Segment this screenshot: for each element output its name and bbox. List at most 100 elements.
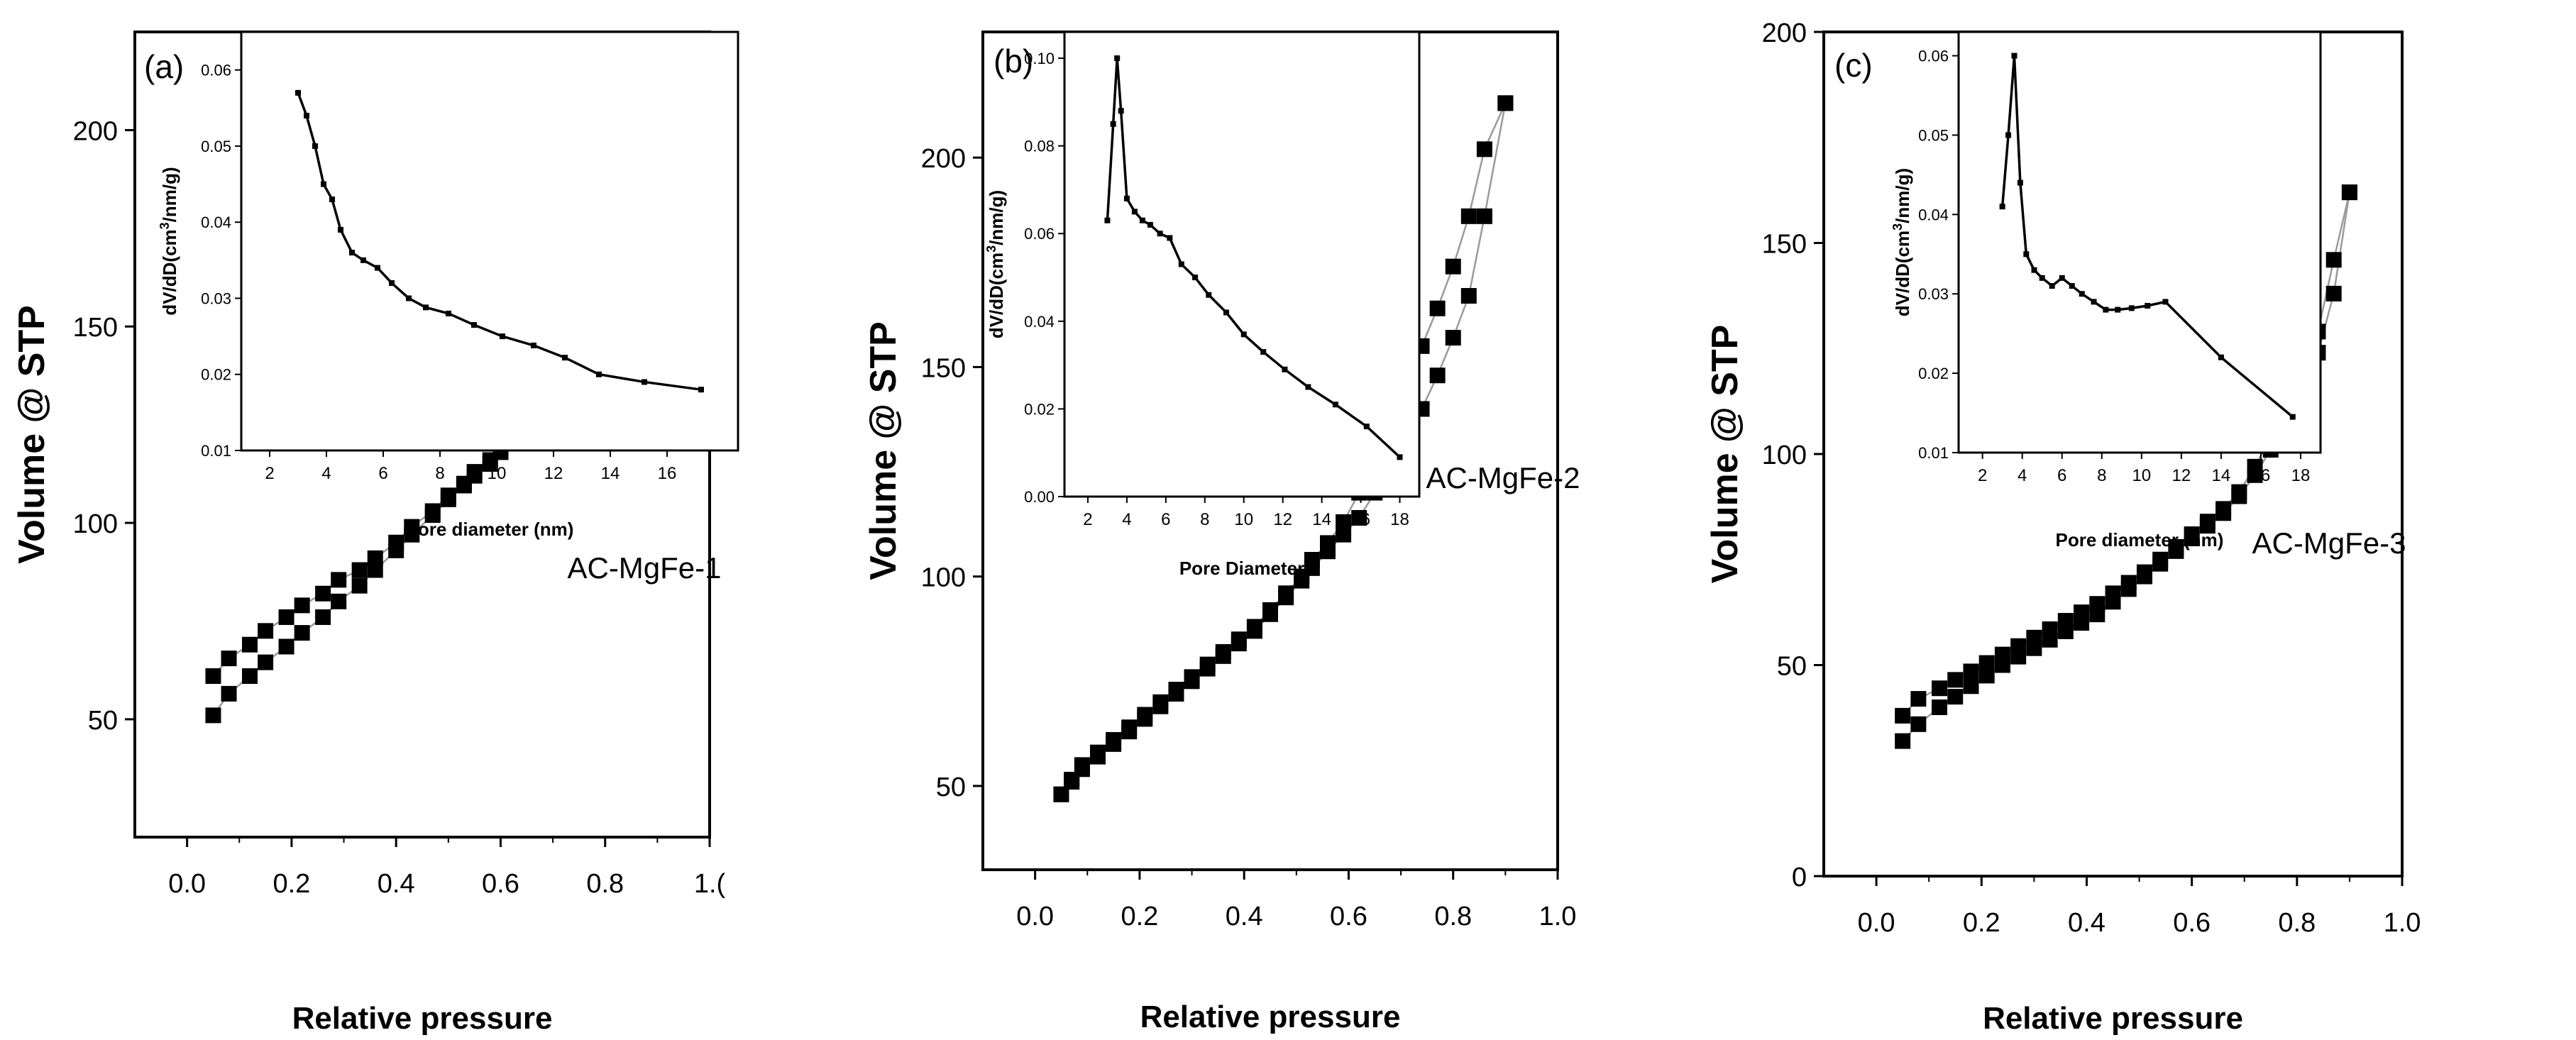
inset-plot: 2 4 6 8 10 12 14 16 0.01 0.02 0.03 0.04 0.05 0.06 Pore… xyxy=(158,31,739,540)
inset-point xyxy=(2005,132,2012,138)
desorption-point xyxy=(2199,514,2216,530)
inset-point xyxy=(2145,303,2151,309)
inset-x-tick-label: 6 xyxy=(378,464,387,483)
y-tick-label: 200 xyxy=(1762,18,1807,48)
desorption-point xyxy=(2216,501,2232,517)
desorption-point xyxy=(1246,619,1262,635)
inset-x-tick-label: 6 xyxy=(1161,510,1170,529)
adsorption-point xyxy=(1910,716,1927,732)
inset-y-tick-label: 0.02 xyxy=(201,366,231,384)
inset-x-axis-label: Pore diameter (nm) xyxy=(2056,529,2224,551)
desorption-point xyxy=(2136,564,2152,580)
inset-point xyxy=(2011,52,2018,59)
adsorption-point xyxy=(367,562,383,578)
desorption-point xyxy=(482,452,498,468)
x-tick-label: 0.2 xyxy=(1963,908,2000,938)
adsorption-point xyxy=(1445,330,1461,346)
inset-x-tick-label: 14 xyxy=(1312,510,1331,529)
inset-point xyxy=(1178,261,1184,267)
inset-plot: 2 4 6 8 10 12 14 16 18 0.00 0.02 0.04 0.06 0.08 0.10 Po… xyxy=(984,31,1421,579)
y-tick-label: 50 xyxy=(936,773,966,802)
desorption-point xyxy=(1199,656,1216,673)
y-axis-label: Volume @ STP xyxy=(11,305,53,564)
desorption-point xyxy=(367,550,383,566)
inset-point xyxy=(1110,121,1116,127)
inset-frame xyxy=(1957,31,2322,454)
desorption-point xyxy=(1460,208,1477,224)
inset-x-tick-label: 8 xyxy=(2097,466,2106,485)
inset-y-tick-label: 0.10 xyxy=(1024,50,1055,67)
inset-x-tick-label: 12 xyxy=(2172,466,2191,485)
inset-point xyxy=(375,265,380,271)
series-annotation: AC-MgFe-3 xyxy=(2252,526,2406,560)
desorption-point xyxy=(1320,535,1336,551)
inset-y-axis-label: dV/dD(cm3/nm/g) xyxy=(984,190,1007,338)
desorption-point xyxy=(456,475,472,492)
desorption-point xyxy=(2042,621,2058,637)
y-tick-label: 100 xyxy=(921,563,966,593)
inset-point xyxy=(596,371,602,377)
adsorption-point xyxy=(278,638,295,655)
inset-point xyxy=(423,304,429,311)
adsorption-point xyxy=(2325,285,2342,302)
desorption-point xyxy=(1304,552,1320,568)
inset-y-tick-label: 0.03 xyxy=(1918,285,1949,303)
inset-x-tick-label: 2 xyxy=(1083,510,1092,529)
desorption-point xyxy=(1121,719,1138,736)
inset-y-axis-label: dV/dD(cm3/nm/g) xyxy=(1890,168,1913,316)
inset-x-tick-label: 10 xyxy=(488,464,507,483)
inset-x-tick-label: 10 xyxy=(2132,466,2151,485)
desorption-point xyxy=(424,503,441,519)
inset-point xyxy=(2049,283,2055,289)
adsorption-point xyxy=(331,593,347,609)
desorption-point xyxy=(2074,604,2090,621)
y-tick-label: 150 xyxy=(73,313,118,343)
desorption-point xyxy=(1053,786,1069,802)
x-axis-label: Relative pressure xyxy=(292,1001,553,1036)
series-annotation: AC-MgFe-2 xyxy=(1426,461,1580,494)
y-axis-label: Volume @ STP xyxy=(1705,325,1746,584)
inset-x-tick-label: 8 xyxy=(1200,510,1209,529)
desorption-point xyxy=(466,464,483,480)
x-tick-label: 0.4 xyxy=(1226,902,1263,931)
inset-point xyxy=(389,280,395,286)
inset-point xyxy=(1118,108,1124,114)
inset-point xyxy=(1157,231,1163,237)
desorption-point xyxy=(278,609,295,625)
desorption-point xyxy=(258,623,274,639)
desorption-point xyxy=(1910,691,1927,707)
inset-y-tick-label: 0.01 xyxy=(1918,444,1949,462)
inset-point xyxy=(1305,384,1311,390)
inset-frame xyxy=(240,31,739,452)
desorption-point xyxy=(2231,484,2247,500)
desorption-point xyxy=(1262,602,1278,618)
inset-point xyxy=(471,322,477,328)
inset-point xyxy=(1123,195,1130,201)
inset-x-tick-label: 12 xyxy=(1273,510,1292,529)
x-tick-label: 0.4 xyxy=(378,869,415,899)
panel-label: (b) xyxy=(993,43,1033,79)
inset-x-tick-label: 16 xyxy=(658,464,677,483)
inset-point xyxy=(304,113,309,118)
inset-point xyxy=(2218,354,2224,360)
panel-a: 0.0 0.2 0.4 0.6 0.8 1.(50 100 150 200 Relative pr… xyxy=(11,31,739,1036)
desorption-point xyxy=(1963,663,1979,680)
inset-y-tick-label: 0.00 xyxy=(1024,488,1055,506)
inset-y-tick-label: 0.05 xyxy=(201,138,231,155)
desorption-point xyxy=(2010,638,2027,654)
adsorption-point xyxy=(1476,208,1492,224)
panel-c: 0.0 0.2 0.4 0.6 0.8 1.0 0 50 100 150 200 Relative p… xyxy=(1705,18,2421,1036)
inset-x-tick-label: 18 xyxy=(1390,510,1409,529)
x-tick-label: 0.6 xyxy=(1330,902,1367,931)
desorption-point xyxy=(404,519,420,535)
desorption-point xyxy=(2026,629,2042,646)
adsorption-point xyxy=(1336,526,1352,543)
adsorption-point xyxy=(294,625,310,641)
x-tick-label: 0.0 xyxy=(1016,902,1054,931)
desorption-point xyxy=(2105,585,2121,602)
inset-y-tick-label: 0.02 xyxy=(1918,365,1949,382)
desorption-point xyxy=(1895,707,1911,724)
inset-point xyxy=(1282,366,1288,372)
inset-point xyxy=(1192,275,1199,281)
